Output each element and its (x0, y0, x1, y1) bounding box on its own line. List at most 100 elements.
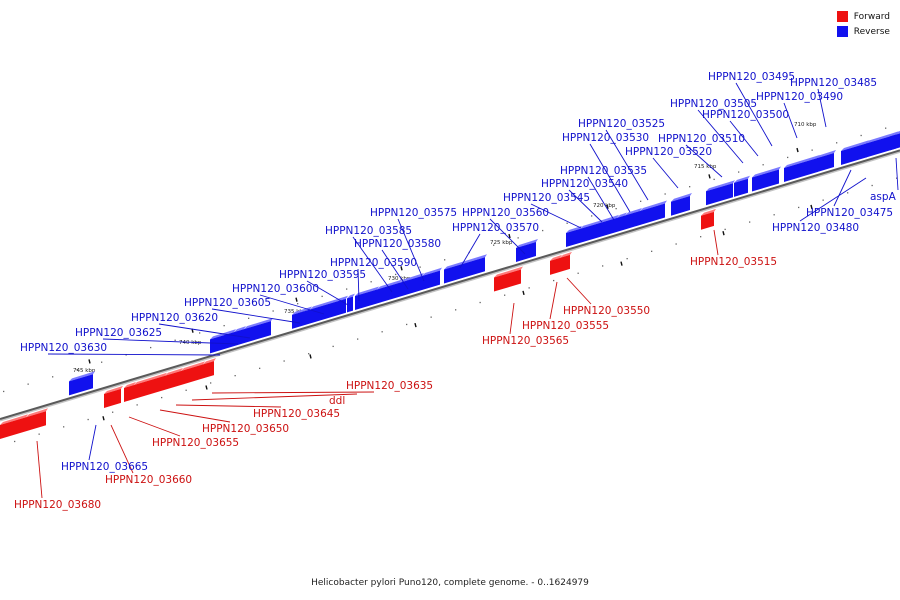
gene-label: HPPN120_03475 (806, 207, 893, 219)
reverse-label: Reverse (853, 26, 890, 37)
forward-gene-block (494, 266, 523, 292)
scale-dot (52, 376, 54, 378)
scale-dot (602, 265, 604, 267)
scale-dot (444, 259, 446, 261)
gene-label: aspA (870, 191, 897, 203)
scale-dot (553, 279, 555, 282)
major-tick-top (606, 204, 609, 209)
forward-gene-block (701, 208, 716, 230)
gene-leader-line (713, 229, 719, 256)
scale-dot (332, 345, 334, 348)
gene-label: HPPN120_03520 (625, 146, 712, 158)
forward-label: Forward (853, 11, 890, 22)
gene-leader-line (259, 294, 325, 315)
scale-dot (3, 390, 5, 393)
axis-line (0, 149, 900, 420)
scale-dot (150, 346, 152, 349)
scale-dot (479, 301, 481, 304)
scale-dot (860, 134, 862, 137)
gene-leader-line (652, 157, 679, 189)
major-tick-bottom (414, 322, 417, 328)
scale-dot (871, 184, 873, 187)
major-tick-bottom (810, 204, 813, 210)
scale-dot (259, 367, 261, 369)
gene-label: HPPN120_03545 (503, 192, 590, 204)
reverse-gene-block (671, 193, 692, 216)
gene-label: HPPN120_03485 (790, 77, 877, 89)
gene-label-layer: HPPN120_03485 HPPN120_03490 HPPN120_03495 H… (14, 71, 897, 511)
scale-dot (738, 171, 740, 173)
scale-dot (406, 323, 408, 326)
scale-dot (577, 272, 579, 274)
scale-dot (38, 433, 40, 435)
scale-dot (504, 294, 506, 296)
gene-label: HPPN120_03515 (690, 256, 777, 268)
scale-dot (822, 199, 824, 201)
axis-tick-label: 720 kbp (593, 203, 616, 209)
reverse-gene-block (355, 286, 379, 311)
reverse-gene-block (566, 225, 582, 248)
scale-dot (357, 338, 359, 340)
scale-dot (430, 316, 432, 318)
scale-dot (210, 382, 212, 384)
gene-leader-line (128, 416, 181, 437)
gene-leader-line (159, 409, 231, 423)
reverse-gene-block (784, 154, 820, 182)
major-tick-top (400, 266, 403, 271)
reverse-gene-block (422, 267, 442, 291)
scale-dot (689, 186, 691, 188)
gene-leader-line (568, 189, 603, 223)
gene-label: HPPN120_03630 (20, 342, 107, 354)
reverse-swatch (836, 26, 848, 37)
gene-leader-line (357, 268, 360, 302)
scale-dot (896, 177, 898, 179)
gene-leader-line (110, 424, 134, 474)
gene-leader-line (685, 144, 723, 178)
gene-leader-line (729, 120, 759, 157)
gene-leader-line (102, 338, 239, 345)
gene-leader-line (697, 109, 744, 164)
gene-label: ddl (329, 395, 345, 407)
scale-dot (395, 273, 397, 276)
gene-leader-line (587, 176, 615, 221)
scale-dot (836, 142, 838, 144)
gene-leader-line (459, 233, 481, 269)
reverse-gene-block (69, 371, 95, 396)
reverse-gene-block (617, 212, 627, 232)
forward-gene-block (203, 358, 216, 379)
forward-gene-block (560, 251, 572, 272)
scale-dot (700, 236, 702, 238)
scale-dot (762, 164, 764, 166)
scale-dot (493, 244, 495, 246)
reverse-gene-block (516, 239, 538, 262)
major-tick-top (295, 297, 298, 302)
major-tick-top (508, 233, 511, 239)
gene-label: HPPN120_03655 (152, 437, 239, 449)
gene-label: HPPN120_03495 (708, 71, 795, 83)
gene-leader-line (799, 177, 867, 222)
gene-label: HPPN120_03650 (202, 423, 289, 435)
scale-dot (675, 243, 677, 245)
axis-tick-label: 740 kbp (179, 340, 202, 346)
gene-label: HPPN120_03535 (560, 165, 647, 177)
gene-leader-line (589, 143, 631, 213)
reverse-gene-block (866, 131, 898, 158)
gene-label: HPPN120_03680 (14, 499, 101, 511)
gene-leader-line (833, 169, 852, 207)
reverse-gene-block (890, 131, 900, 151)
gene-leader-line (36, 440, 43, 499)
gene-label: HPPN120_03645 (253, 408, 340, 420)
axis-shadow (0, 150, 900, 422)
scale-dot (798, 206, 800, 209)
gene-leader-line (191, 393, 358, 401)
gene-label: HPPN120_03595 (279, 269, 366, 281)
gene-leader-line (47, 353, 221, 356)
gene-leader-line (530, 203, 582, 229)
gene-label: HPPN120_03550 (563, 305, 650, 317)
scale-dot (542, 229, 544, 232)
scale-dot (14, 440, 16, 443)
reverse-gene-block (400, 273, 424, 297)
scale-dot (591, 215, 593, 217)
genome-caption: Helicobacter pylori Puno120, complete ge… (311, 578, 589, 588)
scale-dot (101, 361, 103, 363)
